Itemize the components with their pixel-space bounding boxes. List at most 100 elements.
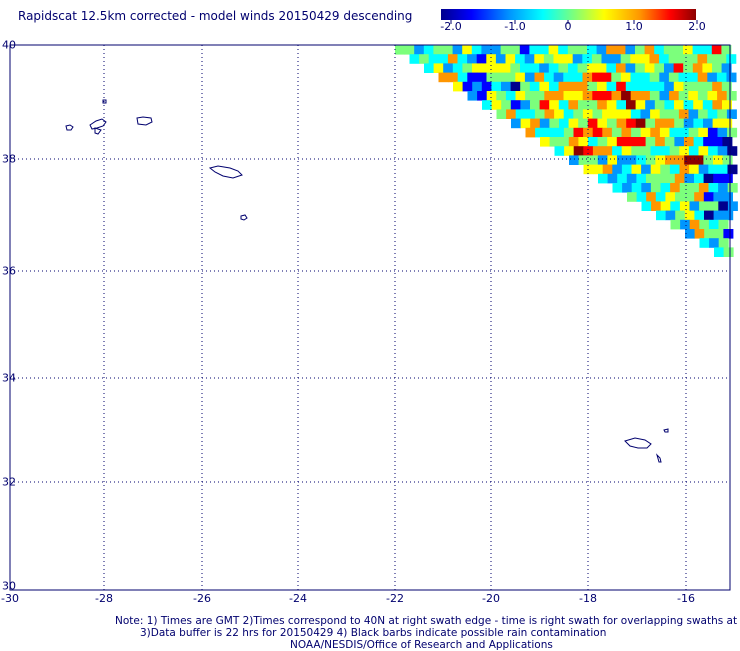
azores-island [65, 124, 74, 131]
swath-cell [587, 118, 598, 129]
swath-cell [588, 137, 598, 147]
swath-cell [481, 63, 492, 73]
swath-cell [631, 183, 642, 193]
azores-island [208, 165, 243, 179]
swath-cell [655, 118, 665, 129]
swath-cell [505, 72, 516, 83]
swath-cell [573, 109, 584, 119]
swath-cell [409, 54, 420, 64]
swath-cell [496, 72, 507, 83]
swath-cell [587, 100, 598, 110]
swath-cell [506, 109, 517, 119]
swath-cell [636, 155, 647, 165]
swath-cell [621, 164, 632, 175]
swath-cell [723, 247, 734, 257]
swath-cell [727, 183, 738, 193]
swath-cell [453, 81, 463, 92]
swath-cell [668, 72, 679, 83]
swath-cell [423, 45, 434, 55]
swath-cell [651, 201, 662, 211]
swath-cell [718, 219, 729, 230]
swath-cell [577, 81, 588, 92]
swath-cell [486, 91, 497, 101]
swath-cell [708, 183, 719, 193]
swath-cell [649, 72, 660, 83]
swath-cell [568, 137, 579, 147]
swath-cell [722, 118, 733, 129]
swath-cell [625, 63, 636, 73]
swath-cell [495, 54, 506, 64]
swath-cell [717, 146, 728, 156]
swath-cell [669, 109, 680, 119]
swath-cell [654, 100, 665, 110]
swath-cell [645, 155, 656, 165]
lat-label: 30 [2, 579, 16, 593]
swath-cell [524, 54, 535, 64]
swath-cell [722, 173, 733, 184]
swath-cell [606, 100, 617, 110]
swath-cell [650, 183, 661, 193]
swath-cell [520, 100, 531, 110]
swath-cell [448, 72, 459, 83]
swath-cell [510, 81, 521, 92]
swath-cell [640, 72, 651, 83]
swath-cell [703, 118, 713, 129]
swath-cell [644, 45, 655, 55]
swath-cell [707, 54, 718, 64]
swath-cell [578, 118, 589, 129]
swath-cell [438, 72, 449, 83]
swath-cell [592, 146, 603, 156]
swath-cell [616, 118, 627, 129]
swath-cell [616, 100, 627, 110]
swath-cell [644, 63, 655, 73]
swath-cell [639, 54, 650, 64]
swath-cell [467, 72, 478, 83]
swath-cell [679, 183, 690, 193]
swath-cell [567, 45, 578, 55]
swath-cell [670, 201, 681, 211]
footnote-credit: NOAA/NESDIS/Office of Research and Appli… [290, 639, 553, 651]
swath-cell [698, 164, 709, 175]
swath-cell [650, 146, 661, 156]
swath-cell [717, 127, 728, 138]
swath-cell [704, 210, 714, 221]
swath-cell [675, 192, 685, 202]
swath-cell [679, 164, 690, 175]
swath-cell [577, 63, 588, 73]
swath-cell [708, 146, 719, 156]
swath-cell [669, 127, 680, 138]
swath-cell [597, 137, 608, 147]
azores-island [240, 214, 248, 221]
swath-cell [713, 192, 724, 202]
swath-cell [688, 127, 699, 138]
swath-cell [534, 72, 545, 83]
swath-cell [640, 146, 651, 156]
swath-cell [716, 54, 727, 64]
swath-cell [558, 63, 569, 73]
swath-cell [688, 109, 699, 119]
swath-cell [684, 137, 694, 147]
swath-cell [726, 72, 737, 83]
swath-cell [520, 118, 531, 129]
swath-cell [689, 183, 700, 193]
swath-cell [601, 91, 612, 101]
swath-cell [645, 137, 656, 147]
swath-cell [529, 45, 540, 55]
swath-cell [727, 201, 738, 211]
swath-cell [481, 45, 492, 55]
swath-cell [573, 127, 584, 138]
swath-cell [646, 192, 657, 202]
swath-cell [471, 45, 482, 55]
swath-cell [548, 63, 559, 73]
swath-cell [568, 63, 578, 73]
swath-cell [688, 91, 699, 101]
swath-cell [520, 81, 531, 92]
swath-cell [481, 81, 492, 92]
swath-cell [549, 100, 560, 110]
swath-cell [602, 127, 613, 138]
swath-cell [713, 173, 724, 184]
swath-cell [679, 127, 690, 138]
swath-cell [553, 72, 564, 83]
swath-cell [620, 72, 631, 83]
swath-cell [601, 54, 612, 64]
